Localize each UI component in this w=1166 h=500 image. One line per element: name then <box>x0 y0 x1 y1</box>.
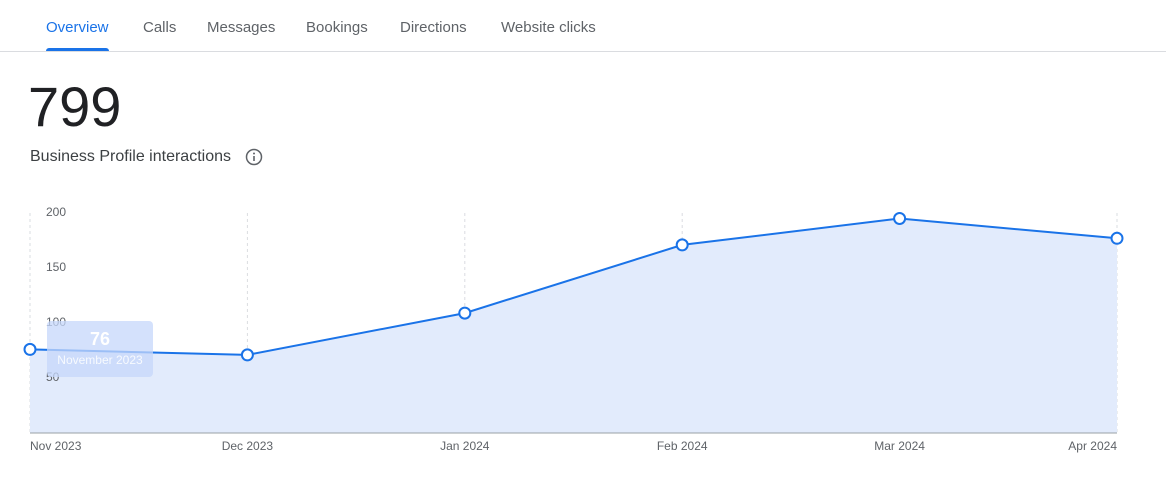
tab[interactable]: Directions <box>400 19 467 36</box>
tab[interactable]: Overview <box>46 19 109 36</box>
tooltip: 76 November 2023 <box>47 321 153 377</box>
tab[interactable]: Messages <box>207 19 276 36</box>
x-tick-label: Dec 2023 <box>222 439 274 453</box>
point <box>893 212 907 225</box>
tab[interactable]: Bookings <box>306 19 368 36</box>
area <box>30 218 1117 433</box>
y-tick-label: 150 <box>46 260 66 274</box>
x-tick-label: Feb 2024 <box>657 439 708 453</box>
point <box>675 238 689 252</box>
tooltip-value: 76 <box>90 329 110 349</box>
x-tick-label: Jan 2024 <box>440 439 490 453</box>
tab-bar: Overview Calls Messages Bookings Directions W… <box>0 0 1166 52</box>
point <box>1110 231 1124 245</box>
tab[interactable]: Calls <box>143 19 177 36</box>
x-tick-label: Apr 2024 <box>1068 439 1117 453</box>
point <box>240 348 254 362</box>
metric-value: 799 <box>28 75 122 138</box>
tooltip-box <box>47 321 153 377</box>
line <box>29 217 1118 356</box>
tab[interactable]: Website clicks <box>501 19 596 36</box>
tooltip-label: November 2023 <box>57 353 143 367</box>
x-tick-label: Mar 2024 <box>874 439 925 453</box>
metric-label: Business Profile interactions <box>30 148 231 165</box>
info-icon[interactable] <box>245 148 263 166</box>
y-tick-label: 200 <box>46 205 66 219</box>
active-tab-indicator <box>46 48 109 51</box>
point <box>23 342 37 356</box>
x-tick-label: Nov 2023 <box>30 439 82 453</box>
point <box>458 306 472 320</box>
